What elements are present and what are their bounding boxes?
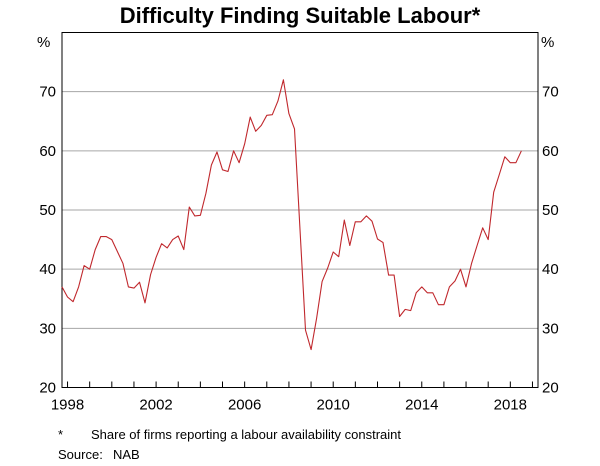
x-tick-label-2010: 2010 [317,397,350,414]
source-label: Source: [58,447,103,462]
y-unit-left: % [37,34,50,51]
y-tick-label-right: 40 [542,261,559,278]
footnote: * Share of firms reporting a labour avail… [58,427,401,443]
x-ticks [67,381,533,388]
y-tick-label-right: 70 [542,84,559,101]
y-unit-right: % [541,34,554,51]
x-tick-labels: 1998 2002 2006 2010 2014 2018 [51,397,527,414]
x-tick-label-2018: 2018 [494,397,527,414]
x-tick-label-2006: 2006 [228,397,261,414]
y-tick-label-left: 60 [39,143,56,160]
x-tick-label-2002: 2002 [139,397,172,414]
chart-title: Difficulty Finding Suitable Labour* [119,3,481,28]
source-text: NAB [113,447,140,462]
footnote-mark: * [58,427,64,442]
y-tick-label-right: 50 [542,202,559,219]
y-tick-label-left: 50 [39,202,56,219]
y-tick-label-right: 30 [542,320,559,337]
y-tick-label-right: 60 [542,143,559,160]
x-tick-label-1998: 1998 [51,397,84,414]
x-tick-label-2014: 2014 [405,397,438,414]
y-tick-label-left: 20 [39,380,56,397]
y-tick-label-left: 70 [39,84,56,101]
source-note: Source: NAB [58,447,140,463]
series-line [61,79,522,351]
y-tick-labels: 20 20 30 30 40 40 50 50 60 60 70 70 [39,84,558,397]
y-tick-label-left: 30 [39,320,56,337]
gridlines [62,91,538,329]
plot-frame [61,32,539,388]
footnote-text: Share of firms reporting a labour availa… [91,427,401,442]
y-tick-label-right: 20 [542,380,559,397]
y-tick-label-left: 40 [39,261,56,278]
